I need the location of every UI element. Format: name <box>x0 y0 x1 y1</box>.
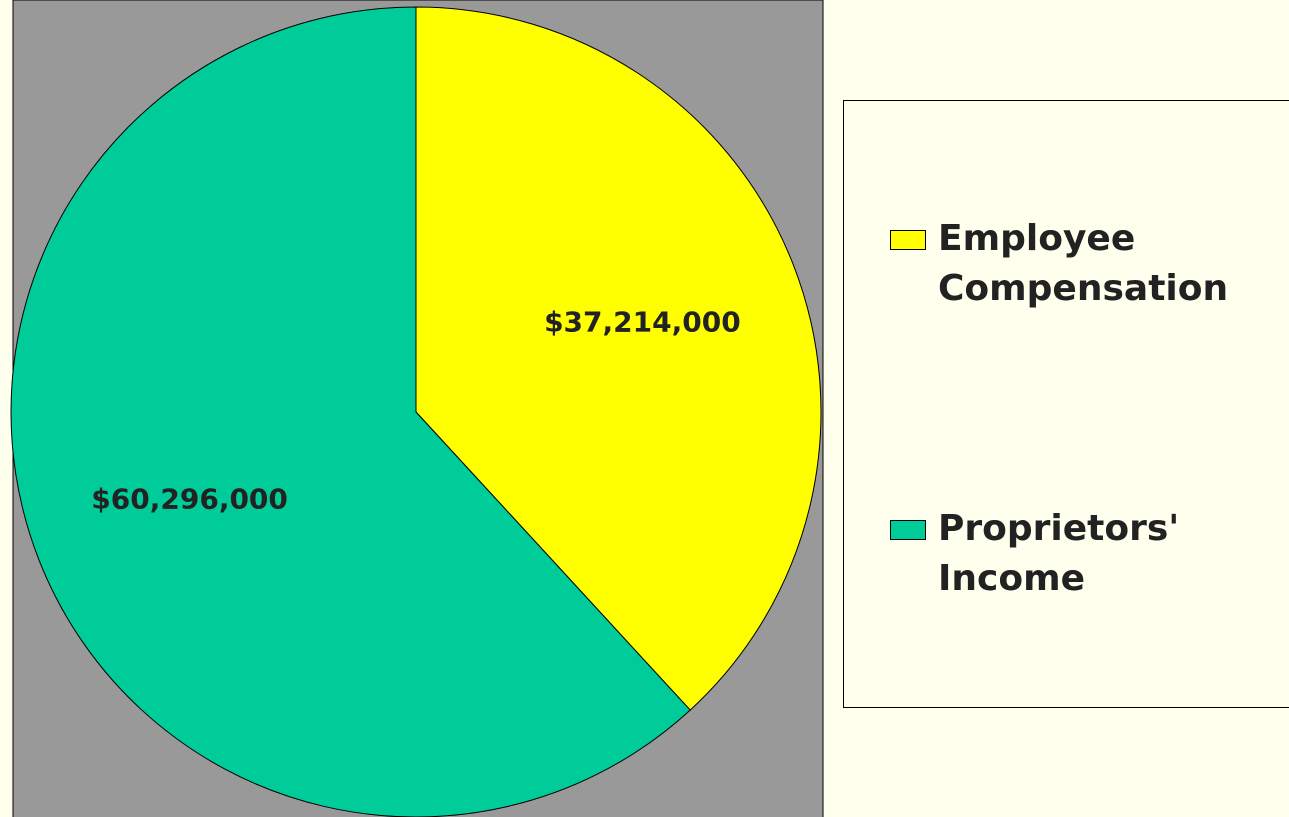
data-label: $37,214,000 <box>544 306 741 339</box>
legend-swatch <box>890 520 926 540</box>
legend: Employee Compensation Proprietors' Income <box>843 100 1289 708</box>
legend-label: Proprietors' Income <box>938 508 1180 599</box>
pie-slice <box>10 6 691 817</box>
data-label: $60,296,000 <box>91 482 288 515</box>
pie-slice <box>415 6 822 711</box>
legend-entry: Proprietors' Income <box>890 504 1278 604</box>
legend-label: Employee Compensation <box>938 218 1229 309</box>
legend-entry: Employee Compensation <box>890 214 1278 314</box>
chart: $37,214,000 $60,296,000 <box>10 0 824 817</box>
legend-swatch <box>890 230 926 250</box>
